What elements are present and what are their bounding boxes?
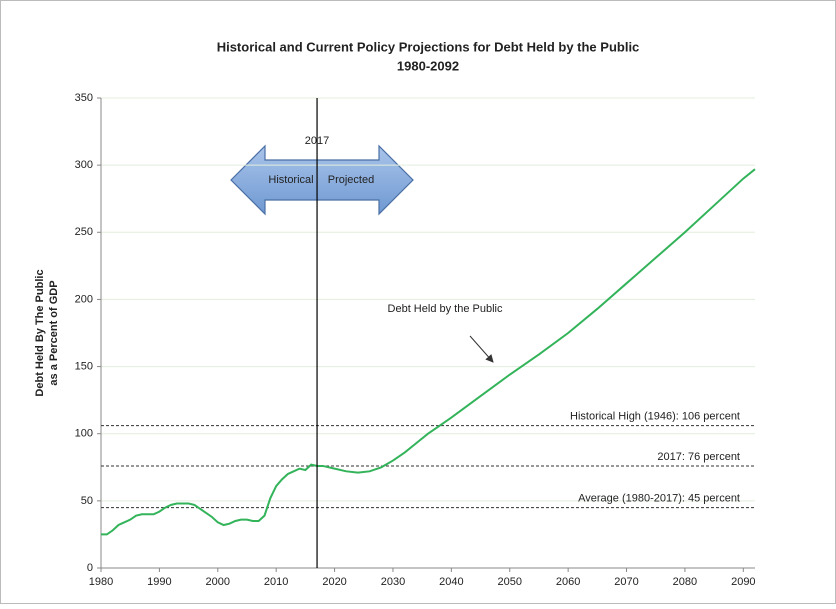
arrow-label: Historical [268, 174, 313, 186]
x-tick-label: 1990 [147, 576, 171, 588]
period-arrow [230, 144, 414, 216]
y-tick-label: 150 [75, 360, 93, 372]
chart-title: Historical and Current Policy Projection… [217, 39, 640, 54]
y-axis-label: as a Percent of GDP [48, 280, 60, 385]
x-tick-label: 2060 [556, 576, 580, 588]
x-tick-label: 2020 [322, 576, 346, 588]
x-tick-label: 2090 [731, 576, 755, 588]
x-tick-label: 2050 [498, 576, 522, 588]
y-tick-label: 350 [75, 92, 93, 104]
chart-subtitle: 1980-2092 [397, 58, 459, 73]
y-tick-label: 0 [87, 562, 93, 574]
data-line [101, 168, 756, 536]
arrow-label: Projected [328, 174, 374, 186]
x-tick-label: 2070 [614, 576, 638, 588]
annotation-arrow [469, 335, 494, 363]
y-tick-label: 100 [75, 428, 93, 440]
y-tick-label: 50 [81, 495, 93, 507]
x-tick-label: 2010 [264, 576, 288, 588]
y-tick-label: 300 [75, 159, 93, 171]
x-tick-label: 2030 [381, 576, 405, 588]
reference-label: Average (1980-2017): 45 percent [578, 492, 740, 504]
x-tick-label: 2000 [206, 576, 230, 588]
vertical-marker-label: 2017 [305, 135, 329, 147]
reference-label: Historical High (1946): 106 percent [570, 411, 740, 423]
y-tick-label: 200 [75, 293, 93, 305]
series-annotation: Debt Held by the Public [388, 303, 503, 315]
reference-label: 2017: 76 percent [657, 451, 740, 463]
y-axis-label: Debt Held By The Public [34, 269, 46, 396]
x-tick-label: 2040 [439, 576, 463, 588]
x-tick-label: 2080 [673, 576, 697, 588]
x-tick-label: 1980 [89, 576, 113, 588]
y-tick-label: 250 [75, 226, 93, 238]
